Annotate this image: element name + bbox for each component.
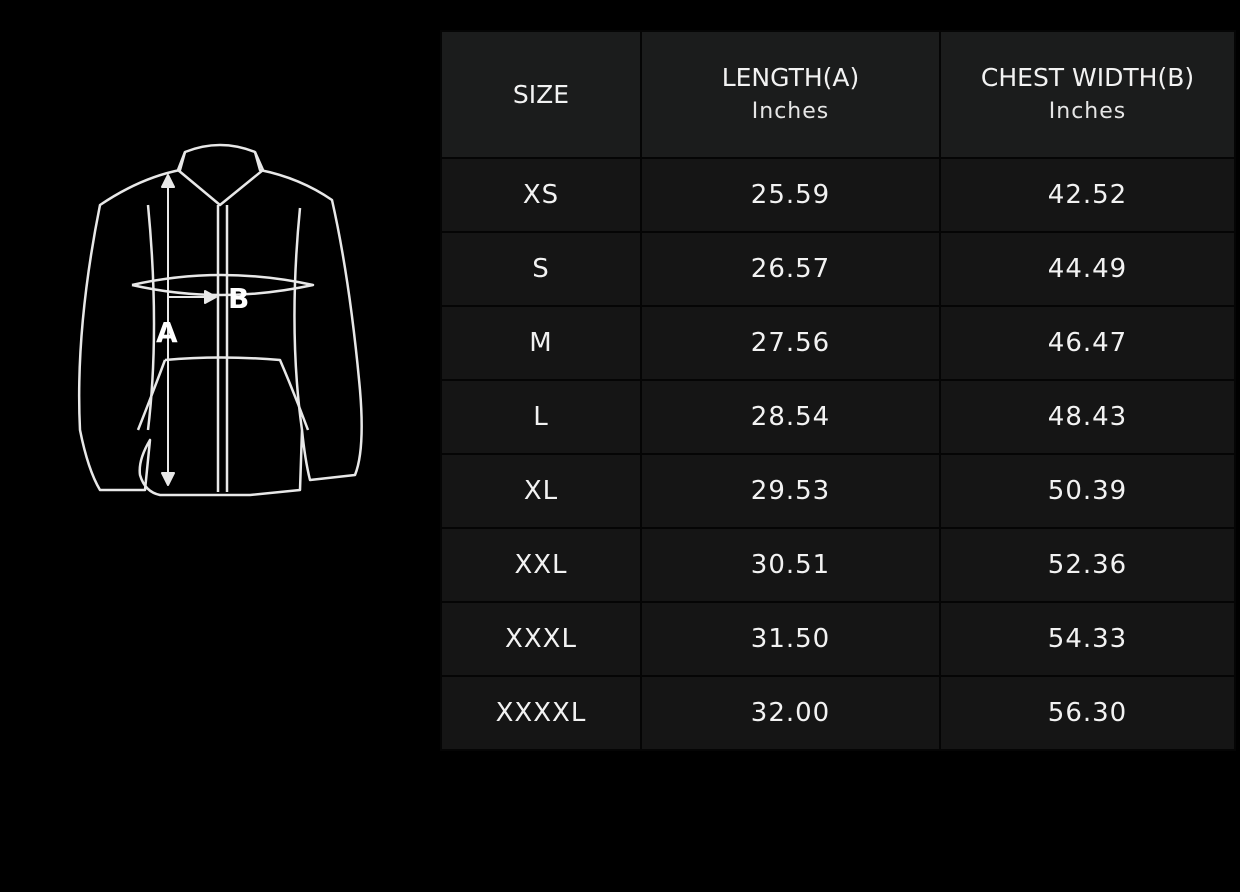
table-row: M 27.56 46.47 [440, 305, 1236, 381]
table-row: L 28.54 48.43 [440, 379, 1236, 455]
chest-width-cell: 44.49 [939, 231, 1236, 307]
length-cell: 25.59 [640, 157, 941, 233]
size-cell: L [440, 379, 642, 455]
length-cell: 32.00 [640, 675, 941, 751]
size-cell: S [440, 231, 642, 307]
jacket-measurement-diagram: A B [77, 143, 363, 497]
header-title: SIZE [512, 79, 570, 109]
length-cell: 30.51 [640, 527, 941, 603]
chest-width-cell: 48.43 [939, 379, 1236, 455]
table-header-row: SIZE LENGTH(A) Inches CHEST WIDTH(B) Inche… [440, 30, 1236, 159]
length-arrow-icon [161, 174, 175, 486]
table-row: XXXXL 32.00 56.30 [440, 675, 1236, 751]
chest-width-cell: 56.30 [939, 675, 1236, 751]
header-length: LENGTH(A) Inches [640, 30, 941, 159]
label-b: B [228, 282, 249, 315]
chest-width-cell: 42.52 [939, 157, 1236, 233]
table-row: XS 25.59 42.52 [440, 157, 1236, 233]
size-cell: XXXXL [440, 675, 642, 751]
chest-arrow-icon [168, 290, 217, 304]
header-unit: Inches [1048, 98, 1127, 124]
chest-width-cell: 46.47 [939, 305, 1236, 381]
table-row: XXXL 31.50 54.33 [440, 601, 1236, 677]
chest-width-cell: 52.36 [939, 527, 1236, 603]
label-a: A [156, 316, 178, 349]
size-cell: M [440, 305, 642, 381]
table-row: XL 29.53 50.39 [440, 453, 1236, 529]
length-cell: 28.54 [640, 379, 941, 455]
length-cell: 29.53 [640, 453, 941, 529]
table-row: S 26.57 44.49 [440, 231, 1236, 307]
chest-width-cell: 50.39 [939, 453, 1236, 529]
header-chest-width: CHEST WIDTH(B) Inches [939, 30, 1236, 159]
size-cell: XXL [440, 527, 642, 603]
length-cell: 27.56 [640, 305, 941, 381]
header-size: SIZE [440, 30, 642, 159]
length-cell: 26.57 [640, 231, 941, 307]
jacket-outline-icon [77, 143, 363, 497]
size-cell: XL [440, 453, 642, 529]
chest-width-cell: 54.33 [939, 601, 1236, 677]
size-cell: XXXL [440, 601, 642, 677]
table-row: XXL 30.51 52.36 [440, 527, 1236, 603]
header-unit: Inches [751, 98, 830, 124]
length-cell: 31.50 [640, 601, 941, 677]
header-title: CHEST WIDTH(B) [980, 62, 1195, 92]
size-chart-table: SIZE LENGTH(A) Inches CHEST WIDTH(B) Inche… [440, 30, 1236, 751]
size-cell: XS [440, 157, 642, 233]
header-title: LENGTH(A) [721, 62, 860, 92]
